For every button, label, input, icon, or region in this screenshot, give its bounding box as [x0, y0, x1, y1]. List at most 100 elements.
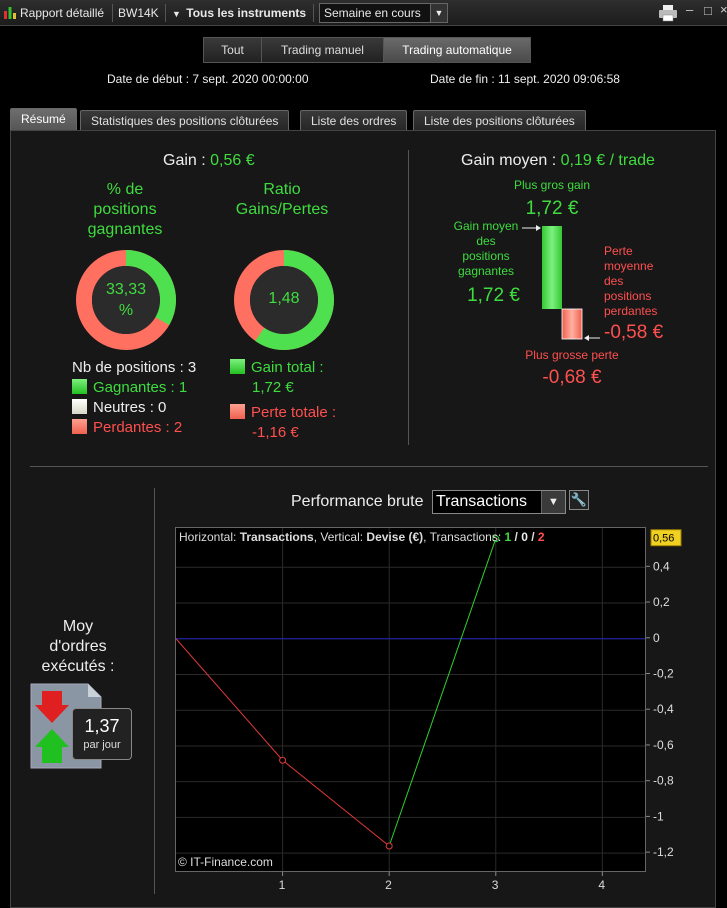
label-line: Gain moyen — [453, 219, 519, 233]
report-icon — [3, 5, 17, 21]
instruments-selector[interactable]: ▼ Tous les instruments — [172, 0, 306, 26]
tab-statistiques[interactable]: Statistiques des positions clôturées — [80, 110, 290, 131]
segment-trading-manuel[interactable]: Trading manuel — [261, 37, 384, 63]
tab-liste-positions[interactable]: Liste des positions clôturées — [413, 110, 586, 131]
tab-liste-ordres[interactable]: Liste des ordres — [300, 110, 408, 131]
y-tick-label: -1 — [653, 809, 664, 823]
report-title: Rapport détaillé — [20, 6, 105, 20]
label-line: gagnantes — [457, 264, 515, 278]
legend-gagnantes: Gagnantes : 1 — [72, 378, 196, 398]
performance-title: Performance brute — [291, 493, 424, 510]
x-tick-label: 2 — [385, 878, 392, 892]
period-dropdown[interactable]: Semaine en cours ▼ — [319, 3, 448, 23]
period-label: Semaine en cours — [324, 6, 421, 20]
gain-label: Gain : — [163, 152, 206, 169]
end-date: Date de fin : 11 sept. 2020 09:06:58 — [430, 72, 620, 86]
x-axis: 1 2 3 4 — [279, 872, 605, 892]
green-square-icon — [72, 379, 87, 394]
y-tick-label: 0,4 — [653, 559, 670, 573]
avg-win-value: 1,72 € — [467, 285, 520, 306]
y-tick-label: 0 — [653, 631, 660, 645]
ratio-title: Ratio Gains/Pertes — [222, 180, 342, 220]
orders-value: 1,37 — [84, 716, 120, 736]
data-point[interactable] — [279, 756, 287, 764]
label-line: Moy — [62, 618, 94, 635]
gain-total-label-row: Gain total : — [230, 358, 336, 378]
value-line: % — [118, 302, 134, 319]
minimize-icon[interactable]: – — [686, 2, 694, 17]
performance-mode-dropdown[interactable]: Transactions ▼ — [432, 490, 566, 514]
white-square-icon — [72, 399, 87, 414]
data-point[interactable] — [492, 535, 500, 543]
label-line: des — [476, 234, 496, 248]
x-tick-label: 3 — [492, 878, 499, 892]
label-line: Perte — [604, 244, 633, 258]
positions-breakdown: Nb de positions : 3 Gagnantes : 1 Neutre… — [72, 358, 196, 438]
info-sep: / — [527, 530, 538, 544]
label-line: positions — [604, 289, 652, 303]
instruments-label: Tous les instruments — [186, 6, 307, 20]
y-tick-label: -0,6 — [653, 738, 674, 752]
series-segment — [176, 638, 283, 761]
donut-win-arc — [76, 250, 176, 350]
wrench-icon[interactable]: 🔧 — [569, 490, 589, 510]
x-tick-label: 4 — [598, 878, 605, 892]
y-tick-label: -0,8 — [653, 774, 674, 788]
series-segment — [388, 538, 497, 847]
info-sep: / — [511, 530, 522, 544]
segment-tout[interactable]: Tout — [203, 37, 262, 63]
donut-win-arc — [234, 250, 334, 350]
y-axis: 0,4 0,2 0 -0,2 -0,4 -0,6 -0,8 -1 -1,2 0,56 — [646, 529, 682, 859]
print-icon[interactable] — [658, 4, 678, 25]
nb-positions: Nb de positions : 3 — [72, 359, 197, 376]
start-date: Date de début : 7 sept. 2020 00:00:00 — [107, 72, 309, 86]
donut-center — [250, 266, 318, 334]
chevron-down-icon: ▼ — [430, 4, 447, 22]
label-line: positions — [462, 249, 510, 263]
label-line: d'ordres — [49, 638, 107, 655]
y-tick-label: 0,2 — [653, 595, 670, 609]
avg-win-label: Gain moyen des positions gagnantes — [446, 219, 526, 279]
info-text: Horizontal: — [179, 530, 240, 544]
label-line: exécutés : — [41, 658, 115, 675]
neutres-label: Neutres : 0 — [93, 399, 167, 416]
title-line: positions — [93, 201, 157, 218]
current-value-badge — [650, 529, 682, 547]
red-square-icon — [230, 404, 245, 419]
label-line: perdantes — [604, 304, 658, 318]
orders-label: Moy d'ordres exécutés : — [30, 617, 126, 677]
close-icon[interactable]: × — [720, 2, 727, 17]
title-bar: Rapport détaillé BW14K ▼ Tous les instru… — [0, 0, 727, 26]
avg-loss-label: Perte moyenne des positions perdantes — [604, 244, 657, 319]
vertical-divider — [154, 488, 155, 894]
legend-perdantes: Perdantes : 2 — [72, 418, 196, 438]
max-loss-label: Plus grosse perte — [525, 348, 619, 362]
winning-pct-title: % de positions gagnantes — [70, 180, 180, 240]
orders-per-day-badge: 1,37 par jour — [72, 708, 132, 760]
gain-value: 0,56 € — [210, 152, 255, 169]
avg-win-bar — [542, 226, 562, 309]
account-selector[interactable]: BW14K — [118, 6, 159, 20]
arrow-up-icon — [35, 729, 69, 763]
donut-center — [92, 266, 160, 334]
tx-loss-count: 2 — [537, 530, 545, 544]
info-text: , Vertical: — [313, 530, 367, 544]
orders-unit: par jour — [83, 739, 121, 751]
separator — [165, 4, 166, 22]
segment-trading-automatique[interactable]: Trading automatique — [383, 37, 531, 63]
arrow-down-icon — [35, 691, 69, 723]
tab-resume[interactable]: Résumé — [10, 108, 77, 131]
tx-neutral-count: 0 — [521, 530, 528, 544]
label-line: moyenne — [604, 259, 654, 273]
title-line: gagnantes — [87, 221, 163, 238]
info-text: , Transactions: — [423, 530, 505, 544]
maximize-icon[interactable]: □ — [704, 3, 712, 18]
legend-neutres: Neutres : 0 — [72, 398, 196, 418]
data-point[interactable] — [385, 842, 393, 850]
gain-total-label: Gain total : — [251, 359, 324, 376]
avg-gain-title: Gain moyen : 0,19 € / trade — [461, 152, 655, 170]
gagnantes-label: Gagnantes : 1 — [93, 379, 188, 396]
green-square-icon — [230, 359, 245, 374]
info-horizontal: Transactions — [239, 530, 314, 544]
horizontal-divider — [30, 466, 708, 467]
